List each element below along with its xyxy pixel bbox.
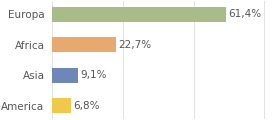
Bar [52, 37, 116, 52]
Text: 61,4%: 61,4% [228, 9, 261, 19]
Bar [52, 68, 78, 83]
Bar [52, 98, 71, 113]
Text: 6,8%: 6,8% [74, 101, 100, 111]
Text: 9,1%: 9,1% [80, 70, 107, 80]
Bar [52, 7, 226, 22]
Text: 22,7%: 22,7% [119, 40, 152, 50]
